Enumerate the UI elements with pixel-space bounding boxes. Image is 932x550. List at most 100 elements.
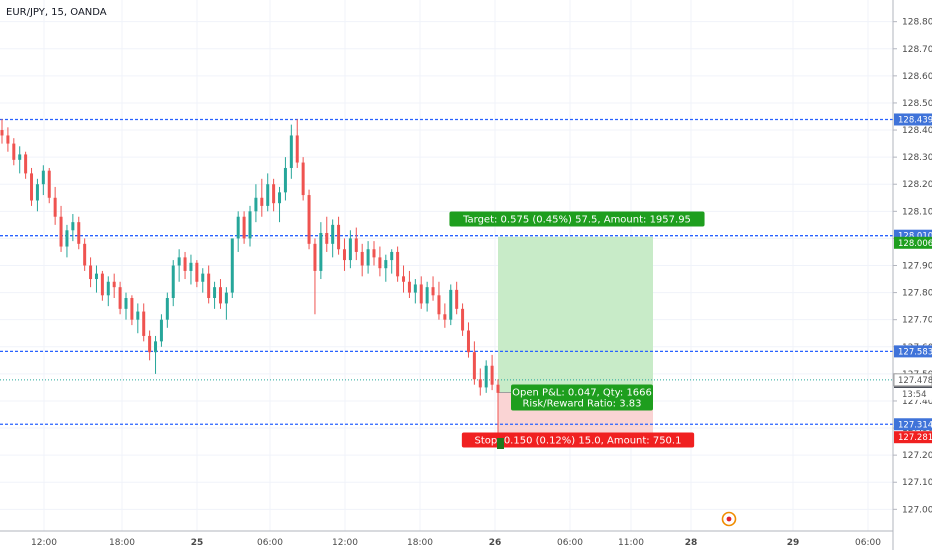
countdown-label: 13:54 [902, 390, 927, 400]
candle-body [396, 251, 400, 277]
y-tick-label: 127.800 [902, 289, 932, 299]
candle-body [218, 287, 222, 304]
candle-body [94, 273, 98, 280]
pnl-box[interactable] [511, 384, 653, 411]
candle-body [83, 243, 87, 266]
y-tick-label: 127.900 [902, 262, 932, 272]
candle-body [18, 154, 22, 160]
y-tick-label: 128.600 [902, 72, 932, 82]
candle-body [378, 257, 382, 269]
horizontal-levels[interactable] [0, 118, 893, 425]
candle-body [478, 379, 482, 388]
y-tick-label: 128.500 [902, 99, 932, 109]
candle-body [496, 384, 500, 393]
position-drag-handle[interactable] [497, 438, 504, 449]
candle-body [47, 170, 51, 198]
price-tag-stop [894, 431, 932, 444]
candle-body [59, 216, 63, 247]
x-tick-label: 06:00 [855, 538, 881, 548]
candle-body [455, 289, 459, 309]
x-tick-label: 28 [685, 538, 698, 548]
candle-body [230, 238, 234, 293]
price-tag-last [893, 373, 932, 387]
candle-body [360, 251, 364, 266]
candle-body [407, 281, 411, 293]
price-tag-label: 127.478 [898, 376, 932, 386]
candle-body [254, 197, 258, 212]
x-tick-label: 06:00 [557, 538, 583, 548]
candle-body [366, 249, 370, 266]
price-tag-label: 127.281 [898, 433, 932, 443]
y-tick-label: 127.400 [902, 397, 932, 407]
time-axis[interactable]: 12:00 18:00 25 06:00 12:00 18:00 26 06:00 11:00 2… [0, 530, 893, 548]
candle-body [484, 365, 488, 388]
candle-body [431, 287, 435, 296]
candle-body [337, 224, 341, 250]
candle-body [425, 287, 429, 304]
candle-body [260, 197, 264, 206]
y-tick-label: 127.000 [902, 505, 932, 515]
candle-body [384, 260, 388, 269]
grid [0, 0, 893, 531]
candle-body [35, 184, 39, 201]
candle-body [71, 222, 75, 231]
candle-body [472, 352, 476, 380]
candle-body [342, 249, 346, 261]
x-tick-label: 25 [191, 538, 204, 548]
stop-label-box[interactable] [461, 432, 695, 448]
x-tick-label: 12:00 [31, 538, 57, 548]
x-tick-label: 06:00 [257, 538, 283, 548]
candle-body [183, 257, 187, 271]
candle-body [354, 238, 358, 252]
y-tick-label: 128.700 [902, 45, 932, 55]
candle-body [12, 143, 16, 160]
candle-body [283, 167, 287, 193]
y-tick-label: 127.700 [902, 316, 932, 326]
stop-label: Stop: 0.150 (0.12%) 15.0, Amount: 750.1 [475, 436, 682, 447]
y-tick-label: 127.100 [902, 478, 932, 488]
level-price-label: 128.010 [898, 232, 932, 242]
candle-body [289, 135, 293, 168]
candle-body [443, 314, 447, 320]
candle-body [189, 262, 193, 271]
x-tick-label: 29 [787, 538, 800, 548]
candle-body [236, 216, 240, 239]
candle-body [449, 289, 453, 320]
x-tick-label: 12:00 [332, 538, 358, 548]
long-position-tool[interactable]: Target: 0.575 (0.45%) 57.5, Amount: 1957… [449, 211, 705, 450]
candle-body [319, 232, 323, 271]
candle-body [419, 284, 423, 304]
candle-body [24, 154, 28, 174]
candle-body [295, 135, 299, 163]
candle-body [118, 287, 122, 309]
candle-body [213, 287, 217, 299]
candle-body [402, 276, 406, 282]
y-tick-label: 128.100 [902, 207, 932, 217]
candle-body [6, 135, 10, 144]
candle-body [142, 311, 146, 336]
x-tick-label: 18:00 [407, 538, 433, 548]
level-price-label: 127.583 [898, 347, 932, 357]
y-tick-label: 128.400 [902, 126, 932, 136]
risk-reward-label: Risk/Reward Ratio: 3.83 [522, 399, 641, 410]
level-price-label: 128.439 [898, 115, 932, 125]
candle-body [390, 251, 394, 261]
level-price-tag [894, 113, 932, 126]
level-price-tag [894, 418, 932, 431]
target-label-box[interactable] [449, 211, 705, 227]
candle-body [65, 230, 69, 247]
candle-body [301, 162, 305, 196]
candle-body [413, 284, 417, 293]
candle-body [201, 273, 205, 282]
x-tick-label: 11:00 [618, 538, 644, 548]
price-axis[interactable]: 127.000127.100127.200127.300127.400127.5… [892, 0, 932, 550]
candle-body [0, 130, 4, 136]
candle-body [100, 273, 104, 296]
x-tick-label: 26 [489, 538, 502, 548]
candle-body [177, 257, 181, 266]
candle-body [348, 238, 352, 261]
candle-body [224, 292, 228, 304]
target-icon[interactable] [721, 511, 737, 527]
candle-body [490, 365, 494, 385]
